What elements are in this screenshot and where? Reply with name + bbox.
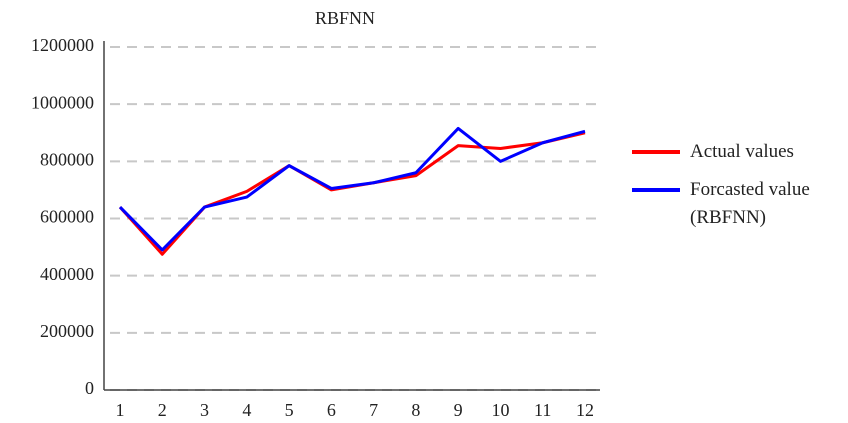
- x-tick-label: 5: [285, 400, 294, 420]
- y-tick-label: 400000: [40, 264, 94, 284]
- chart-title: RBFNN: [315, 8, 375, 28]
- x-tick-label: 10: [491, 400, 509, 420]
- x-tick-label: 3: [200, 400, 209, 420]
- y-tick-label: 1000000: [31, 92, 94, 112]
- y-tick-label: 200000: [40, 321, 94, 341]
- x-tick-label: 7: [369, 400, 378, 420]
- x-tick-label: 6: [327, 400, 336, 420]
- y-tick-label: 600000: [40, 207, 94, 227]
- x-tick-label: 8: [411, 400, 420, 420]
- x-tick-label: 4: [242, 400, 251, 420]
- x-tick-label: 12: [576, 400, 594, 420]
- y-tick-label: 800000: [40, 149, 94, 169]
- series-line: [118, 131, 586, 256]
- legend-label: Actual values: [690, 141, 794, 162]
- x-tick-label: 1: [116, 400, 125, 420]
- series-line: [118, 126, 586, 252]
- y-tick-label: 1200000: [31, 35, 94, 55]
- x-tick-label: 2: [158, 400, 167, 420]
- x-tick-label: 11: [534, 400, 551, 420]
- y-tick-label: 0: [85, 378, 94, 398]
- legend-label: Forcasted value (RBFNN): [690, 179, 810, 228]
- x-tick-label: 9: [454, 400, 463, 420]
